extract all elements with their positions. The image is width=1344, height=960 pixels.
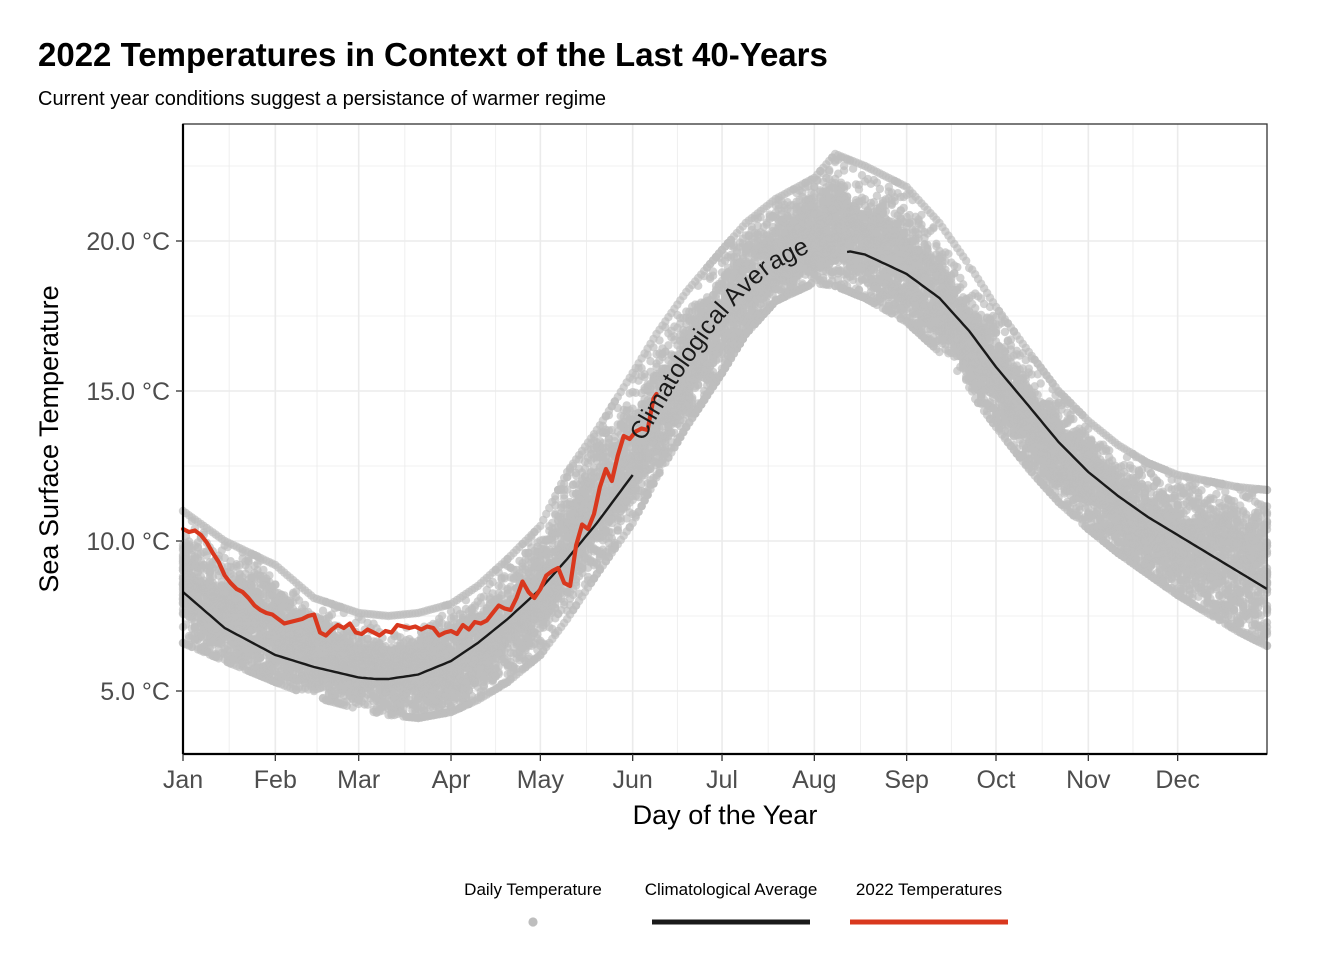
chart-subtitle: Current year conditions suggest a persis… xyxy=(38,88,606,110)
chart-title: 2022 Temperatures in Context of the Last… xyxy=(38,36,828,73)
temperature-point xyxy=(223,542,232,552)
temperature-point xyxy=(962,256,971,265)
temperature-point xyxy=(1003,319,1013,328)
daily-temperature-points xyxy=(178,149,1272,723)
temperature-point xyxy=(1000,327,1010,337)
temperature-point xyxy=(944,249,953,258)
temperature-point xyxy=(530,528,539,537)
